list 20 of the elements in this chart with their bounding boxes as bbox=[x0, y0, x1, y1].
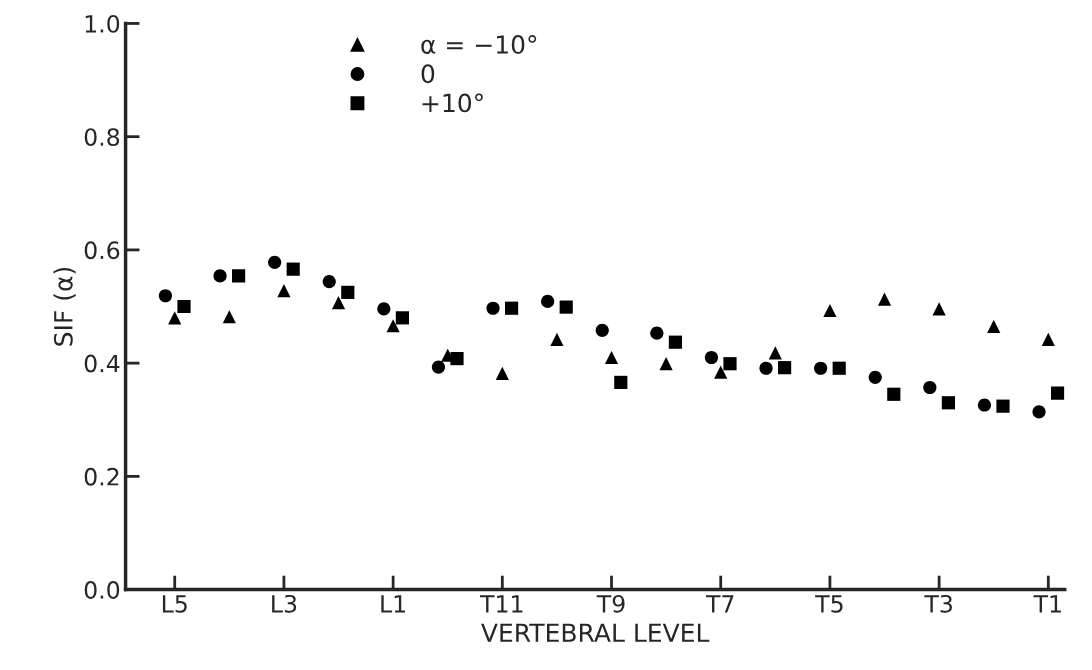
y-axis-title: SIF (α) bbox=[53, 267, 76, 346]
x-tick-label: L1 bbox=[381, 595, 406, 613]
x-tick-label: T3 bbox=[924, 594, 952, 613]
y-tick-label: 0.8 bbox=[84, 128, 120, 146]
x-axis-title: VERTEBRAL LEVEL bbox=[481, 623, 710, 642]
x-tick-label: T9 bbox=[596, 594, 625, 613]
y-tick-label: 0.4 bbox=[84, 354, 120, 373]
x-tick-label: L3 bbox=[272, 594, 297, 613]
x-tick-label: T11 bbox=[480, 595, 523, 613]
x-tick-label: L5 bbox=[162, 595, 187, 613]
legend-label: 0 bbox=[421, 64, 435, 84]
x-tick-label: T5 bbox=[815, 595, 843, 613]
x-tick-label: T7 bbox=[705, 595, 734, 613]
y-tick-label: 1.0 bbox=[85, 14, 120, 33]
legend-label: +10° bbox=[422, 93, 483, 113]
y-tick-label: 0.2 bbox=[84, 467, 119, 486]
y-tick-label: 0.6 bbox=[84, 241, 120, 260]
x-tick-label: T1 bbox=[1033, 595, 1061, 613]
legend-label: α = −10° bbox=[421, 35, 537, 54]
y-tick-label: 0.0 bbox=[84, 581, 120, 599]
